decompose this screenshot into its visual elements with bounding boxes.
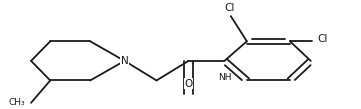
Text: N: N — [121, 56, 129, 66]
Text: Cl: Cl — [317, 33, 327, 43]
Text: Cl: Cl — [224, 3, 234, 13]
Text: NH: NH — [218, 73, 231, 82]
Text: CH₃: CH₃ — [8, 98, 25, 107]
Text: O: O — [184, 79, 193, 89]
